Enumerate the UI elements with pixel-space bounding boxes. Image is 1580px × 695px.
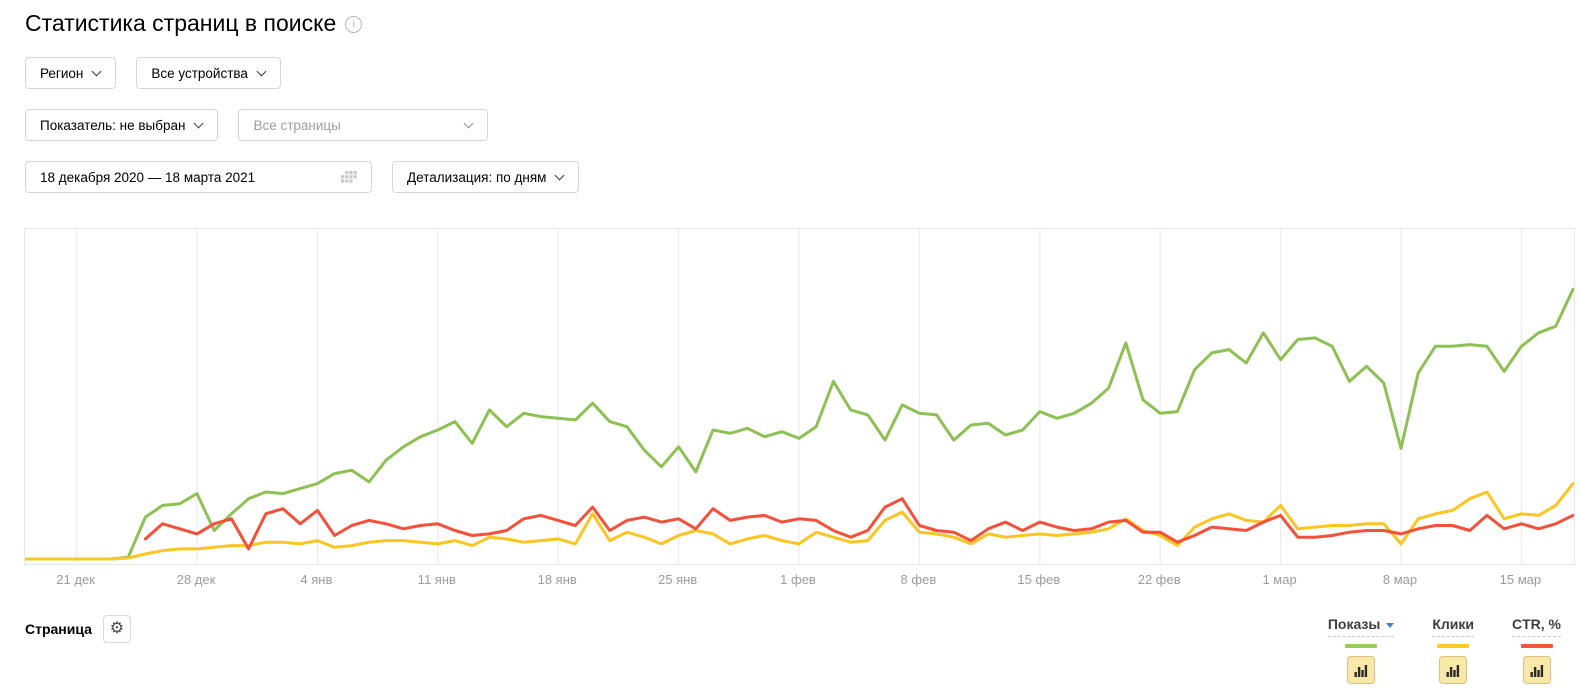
chevron-down-icon [256,66,267,77]
devices-filter-label: Все устройства [151,65,248,81]
metric-column-impressions: Показы [1327,616,1395,684]
metric-header-clicks[interactable]: Клики [1432,616,1474,637]
metric-header-impressions[interactable]: Показы [1327,616,1395,637]
chevron-down-icon [91,66,102,77]
x-tick-label: 8 фев [900,572,937,587]
chart-plot-area[interactable] [24,228,1575,565]
pages-select[interactable]: Все страницы [238,109,489,141]
page-title: Статистика страниц в поиске [25,10,337,36]
x-tick-label: 25 янв [657,572,698,587]
detail-filter-label: Детализация: по дням [407,169,547,185]
date-range-value: 18 декабря 2020 — 18 марта 2021 [40,169,256,185]
indicator-filter-button[interactable]: Показатель: не выбран [25,109,219,141]
bar-chart-icon [1354,664,1368,677]
chevron-down-icon [554,170,565,181]
page-column-header: Страница [25,621,92,637]
x-tick-label: 4 янв [300,572,333,587]
metric-chart-button-clicks[interactable] [1439,656,1468,684]
metric-column-clicks: Клики [1432,616,1474,684]
x-tick-label: 1 мар [1262,572,1297,587]
filter-row-1: Регион Все устройства [25,57,281,89]
chevron-down-icon [194,118,204,129]
table-settings-button[interactable]: ⚙ [102,615,131,643]
devices-filter-button[interactable]: Все устройства [136,57,281,89]
date-range-input[interactable]: 18 декабря 2020 — 18 марта 2021 [25,161,372,193]
metric-color-bar-ctr [1520,644,1553,648]
metric-columns: Показы Клики CTR, % [1327,615,1561,684]
page-header: Статистика страниц в поиске i [25,8,363,38]
filter-row-3: 18 декабря 2020 — 18 марта 2021 Детализа… [25,161,580,193]
pages-select-placeholder: Все страницы [253,117,341,133]
x-tick-label: 18 янв [537,572,577,587]
region-filter-label: Регион [40,65,84,81]
metric-chart-button-impressions[interactable] [1347,656,1376,684]
x-tick-label: 1 фев [780,572,816,587]
x-tick-label: 28 дек [176,572,216,587]
detail-filter-button[interactable]: Детализация: по дням [392,161,580,193]
series-line-0 [25,287,1574,561]
metric-chart-button-ctr[interactable] [1522,656,1551,684]
x-tick-label: 21 дек [56,572,95,587]
metric-header-ctr[interactable]: CTR, % [1512,616,1561,637]
bar-chart-icon [1530,664,1543,677]
filter-row-2: Показатель: не выбран Все страницы [25,109,489,141]
region-filter-button[interactable]: Регион [25,57,117,89]
gear-icon: ⚙ [109,620,125,637]
metric-color-bar-impressions [1345,644,1378,648]
metric-color-bar-clicks [1437,644,1470,648]
series-line-2 [143,497,1574,551]
sort-desc-icon [1386,623,1395,628]
chevron-down-icon [464,118,474,129]
metric-column-ctr: CTR, % [1512,616,1561,684]
x-tick-label: 8 мар [1382,572,1418,587]
bar-chart-icon [1446,664,1460,677]
chart-x-axis: 21 дек 28 дек 4 янв 11 янв 18 янв 25 янв 1 фев… [24,565,1573,593]
table-header-row: Страница ⚙ Показы Клики CTR, % [25,615,1561,684]
search-stats-chart[interactable]: 21 дек 28 дек 4 янв 11 янв 18 янв 25 янв 1 фев… [24,228,1575,593]
x-tick-label: 11 янв [417,572,456,587]
calendar-grid-icon [341,170,357,183]
x-tick-label: 15 фев [1017,572,1061,587]
series-line-1 [25,482,1574,561]
info-icon[interactable]: i [345,16,363,33]
page-column: Страница ⚙ [25,615,131,643]
x-tick-label: 22 фев [1137,572,1181,587]
x-tick-label: 15 мар [1499,572,1542,587]
indicator-filter-label: Показатель: не выбран [40,117,186,133]
